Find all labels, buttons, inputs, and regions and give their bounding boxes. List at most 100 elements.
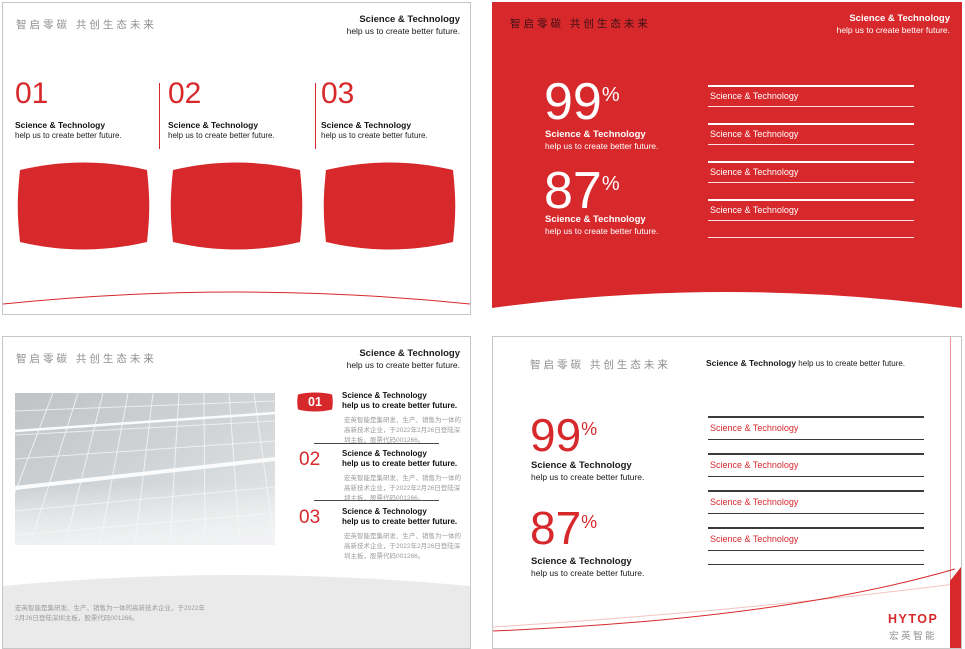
slide4-tagline-rest: help us to create better future.	[798, 359, 906, 368]
slide2-field-list: Science & Technology Science & Technolog…	[708, 85, 914, 238]
logo-wordmark: HYTOP	[888, 612, 939, 626]
ribbon-shape	[297, 392, 333, 412]
slide3-tagline: Science & Technology help us to create b…	[347, 348, 460, 371]
stat-unit: %	[581, 512, 598, 532]
slide2-tagline-rest: help us to create better future.	[836, 24, 950, 35]
slide3-item-3-number: 03	[299, 507, 321, 528]
item-title: Science & Technology	[342, 507, 427, 516]
list-item-label: Science & Technology	[710, 167, 799, 177]
slide3-tagline-rest: help us to create better future.	[346, 359, 460, 370]
list-item: Science & Technology	[708, 161, 914, 183]
list-item-label: Science & Technology	[710, 460, 799, 470]
slide3-item-3-body: 宏英智能是集研发、生产、销售为一体的高新技术企业，于2022年2月26日登陆深圳…	[344, 533, 461, 561]
slide3-zh-title: 智启零碳 共创生态未来	[16, 353, 157, 365]
slide1-item-1: 01 Science & Technology help us to creat…	[15, 79, 157, 141]
item-desc: help us to create better future.	[342, 459, 458, 469]
stat-desc: help us to create better future.	[531, 568, 645, 579]
solar-panel-photo	[15, 393, 275, 545]
divider	[708, 564, 924, 565]
slide4-stat-1-value: 99%	[530, 412, 597, 458]
slide1-item-1-title: Science & Technology	[15, 120, 106, 130]
decorative-swoosh	[493, 337, 961, 648]
slide3-item-2-title: Science & Technology help us to create b…	[342, 449, 457, 470]
list-item-label: Science & Technology	[710, 129, 799, 139]
divider	[315, 83, 316, 149]
item-title: Science & Technology	[342, 391, 427, 400]
list-item-label: Science & Technology	[710, 423, 799, 433]
slide2-stat-2-label: Science & Technology help us to create b…	[545, 214, 658, 237]
divider	[708, 237, 914, 238]
stat-desc: help us to create better future.	[545, 141, 659, 152]
slide2-tagline-bold: Science & Technology	[849, 13, 950, 24]
decorative-arc-line	[3, 291, 470, 305]
image-placeholder-shape-1	[17, 162, 150, 250]
slide-thumbnail-1[interactable]: 智启零碳 共创生态未来 Science & Technology help us…	[2, 2, 471, 315]
slide1-tagline-bold: Science & Technology	[359, 14, 460, 25]
slide3-item-2-number: 02	[299, 449, 321, 470]
divider	[314, 443, 439, 444]
slide1-item-2-title: Science & Technology	[168, 120, 259, 130]
slide2-tagline: Science & Technology help us to create b…	[837, 13, 950, 36]
list-item-label: Science & Technology	[710, 91, 799, 101]
stat-unit: %	[601, 84, 620, 106]
slide3-item-1-body: 宏英智能是集研发、生产、销售为一体的高新技术企业，于2022年2月26日登陆深圳…	[344, 417, 461, 445]
divider	[708, 476, 924, 477]
list-item-label: Science & Technology	[710, 497, 799, 507]
list-item-label: Science & Technology	[710, 534, 799, 544]
slide-thumbnail-4[interactable]: 智启零碳 共创生态未来 Science & Technology help us…	[492, 336, 962, 649]
list-item: Science & Technology	[708, 453, 924, 477]
slide-thumbnail-2[interactable]: 智启零碳 共创生态未来 Science & Technology help us…	[492, 2, 962, 315]
stat-value: 87	[544, 162, 602, 220]
list-item-label: Science & Technology	[710, 205, 799, 215]
divider	[708, 550, 924, 551]
slide3-item-3-title: Science & Technology help us to create b…	[342, 507, 457, 528]
slide2-stat-1-value: 99%	[544, 76, 620, 128]
company-logo: HYTOP 宏英智能	[888, 612, 938, 642]
slide1-item-3: 03 Science & Technology help us to creat…	[321, 79, 463, 141]
slide1-item-2: 02 Science & Technology help us to creat…	[168, 79, 310, 141]
list-item: Science & Technology	[708, 416, 924, 440]
item-desc: help us to create better future.	[342, 401, 458, 411]
slide3-item-2-body: 宏英智能是集研发、生产、销售为一体的高新技术企业，于2022年2月26日登陆深圳…	[344, 475, 461, 503]
slide1-zh-title: 智启零碳 共创生态未来	[16, 19, 157, 31]
stat-unit: %	[601, 173, 620, 195]
item-desc: help us to create better future.	[342, 517, 458, 527]
stat-title: Science & Technology	[545, 214, 646, 225]
stat-title: Science & Technology	[531, 460, 632, 471]
slide3-item-1-number: 01	[308, 395, 322, 409]
divider	[708, 144, 914, 145]
slide1-item-2-desc: help us to create better future.	[168, 130, 275, 140]
divider	[708, 513, 924, 514]
slide4-stat-2-value: 87%	[530, 505, 597, 551]
slide1-item-3-desc: help us to create better future.	[321, 130, 428, 140]
slide3-footer-text: 宏英智能是集研发、生产、销售为一体的高新技术企业，于2022年 2月26日登陆深…	[15, 605, 205, 623]
stat-value: 99	[530, 409, 582, 461]
slide1-item-1-desc: help us to create better future.	[15, 130, 122, 140]
slide2-stat-1-label: Science & Technology help us to create b…	[545, 129, 658, 152]
list-item: Science & Technology	[708, 199, 914, 221]
list-item: Science & Technology	[708, 85, 914, 107]
divider	[159, 83, 160, 149]
image-placeholder-shape-3	[323, 162, 456, 250]
divider	[708, 182, 914, 183]
divider	[708, 220, 914, 221]
list-item: Science & Technology	[708, 123, 914, 145]
slide1-tagline-rest: help us to create better future.	[346, 25, 460, 36]
slide1-item-2-number: 02	[168, 77, 202, 110]
item-title: Science & Technology	[342, 449, 427, 458]
divider	[708, 439, 924, 440]
stat-title: Science & Technology	[531, 556, 632, 567]
slide4-zh-title: 智启零碳 共创生态未来	[530, 359, 671, 371]
list-item: Science & Technology	[708, 527, 924, 551]
slide2-zh-title: 智启零碳 共创生态未来	[510, 18, 651, 30]
slide4-tagline: Science & Technology help us to create b…	[706, 358, 905, 368]
slide3-item-1-badge: 01	[296, 391, 334, 413]
slide-thumbnail-3[interactable]: 智启零碳 共创生态未来 Science & Technology help us…	[2, 336, 471, 649]
divider	[708, 106, 914, 107]
stat-value: 99	[544, 73, 602, 131]
divider	[314, 500, 439, 501]
stat-desc: help us to create better future.	[531, 472, 645, 483]
slide4-tagline-bold: Science & Technology	[706, 358, 797, 368]
slide3-item-1-title: Science & Technology help us to create b…	[342, 391, 457, 412]
